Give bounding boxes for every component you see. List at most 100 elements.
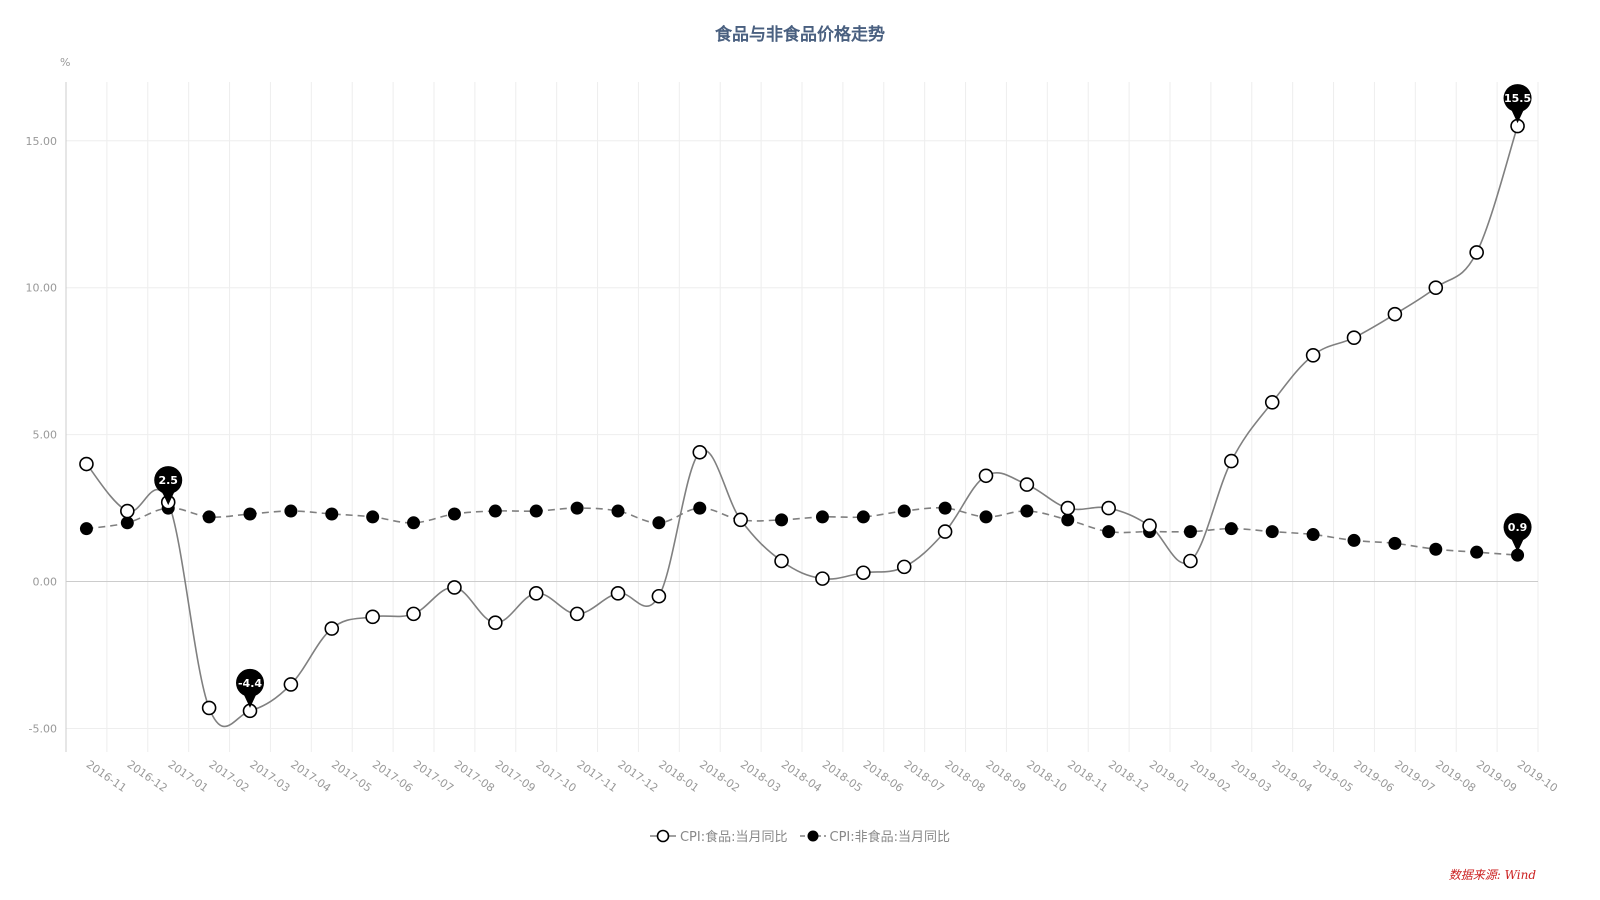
data-point-nonfood: [1224, 522, 1238, 536]
data-point-nonfood: [1061, 513, 1075, 527]
x-tick-label: 2017-08: [452, 758, 497, 795]
x-tick-label: 2018-08: [942, 758, 987, 795]
data-point-nonfood: [897, 504, 911, 518]
annotation-label: 15.5: [1504, 92, 1531, 105]
x-tick-label: 2018-09: [983, 758, 1028, 795]
x-tick-label: 2017-02: [206, 758, 251, 795]
x-tick-label: 2019-09: [1474, 758, 1519, 795]
data-point-nonfood: [611, 504, 625, 518]
x-tick-label: 2017-05: [329, 758, 374, 795]
annotation-label: -4.4: [238, 677, 262, 690]
data-point-food: [1142, 518, 1157, 534]
x-tick-label: 2016-12: [125, 758, 170, 795]
annotation-pin-tail: [1510, 537, 1525, 553]
data-point-food: [1060, 500, 1076, 516]
data-point-food: [365, 609, 380, 625]
data-point-nonfood: [366, 510, 380, 524]
y-tick-label: -5.00: [29, 722, 57, 735]
y-tick-label: 15.00: [26, 135, 58, 148]
data-point-nonfood: [1347, 533, 1361, 547]
x-tick-label: 2019-05: [1310, 758, 1355, 795]
data-point-nonfood: [856, 510, 870, 524]
data-point-nonfood: [815, 510, 829, 524]
x-tick-label: 2019-08: [1433, 758, 1478, 795]
x-tick-label: 2019-03: [1229, 758, 1274, 795]
y-axis-unit-label: %: [60, 56, 70, 69]
data-point-nonfood: [1183, 525, 1197, 539]
data-point-nonfood: [79, 522, 93, 536]
data-point-food: [815, 571, 830, 586]
annotation-layer: 2.5 -4.4 15.5 0.9: [154, 84, 1532, 708]
x-tick-label: 2018-03: [738, 758, 783, 795]
data-point-nonfood: [284, 504, 298, 518]
data-point-nonfood: [938, 501, 952, 515]
legend-item-food[interactable]: CPI:食品:当月同比: [649, 826, 788, 845]
grid-layer: [65, 82, 1539, 752]
data-point-food: [569, 606, 585, 622]
legend-item-nonfood[interactable]: CPI:非食品:当月同比: [799, 826, 950, 845]
data-point-food: [528, 586, 544, 601]
data-point-food: [1101, 500, 1116, 516]
data-point-food: [1305, 347, 1321, 363]
data-point-nonfood: [570, 501, 584, 515]
data-point-food: [1264, 395, 1280, 410]
data-point-nonfood: [979, 510, 993, 524]
x-tick-label: 2017-07: [411, 758, 456, 795]
x-tick-label: 2016-11: [84, 758, 129, 795]
data-point-food: [283, 677, 299, 692]
data-point-nonfood: [1020, 504, 1034, 518]
x-tick-label: 2017-03: [247, 758, 292, 795]
x-tick-label: 2019-06: [1351, 758, 1396, 795]
data-point-nonfood: [652, 516, 666, 530]
data-point-food: [120, 503, 135, 519]
annotation-pin: [1503, 513, 1532, 542]
data-point-food: [856, 565, 871, 581]
data-point-food: [896, 559, 912, 575]
x-tick-label: 2018-05: [820, 758, 865, 795]
data-point-nonfood: [447, 507, 461, 521]
x-tick-label: 2017-04: [288, 758, 333, 795]
x-tick-label: 2018-11: [1065, 758, 1110, 795]
data-point-food: [447, 580, 462, 595]
data-point-nonfood: [1470, 545, 1484, 559]
y-tick-label: 5.00: [33, 429, 58, 442]
legend: CPI:食品:当月同比 CPI:非食品:当月同比: [0, 826, 1600, 845]
annotation-pin-tail: [243, 692, 257, 708]
x-tick-label: 2018-10: [1024, 758, 1069, 795]
source-note: 数据来源: Wind: [1448, 868, 1536, 882]
annotation-pin: [1503, 84, 1532, 113]
x-tick-label: 2019-10: [1515, 758, 1560, 795]
chart-title: 食品与非食品价格走势: [715, 25, 885, 45]
data-point-food: [1469, 245, 1484, 260]
x-tick-label: 2018-04: [779, 758, 824, 795]
annotation-label: 2.5: [158, 474, 178, 487]
data-point-nonfood: [693, 501, 707, 515]
y-tick-label: 0.00: [33, 576, 58, 589]
x-tick-label: 2018-12: [1106, 758, 1151, 795]
data-point-food: [1387, 306, 1403, 322]
x-tick-label: 2019-01: [1147, 758, 1192, 795]
data-point-nonfood: [325, 507, 339, 521]
x-tick-label: 2017-01: [166, 758, 211, 795]
data-point-food: [1019, 477, 1035, 492]
data-point-nonfood: [488, 504, 502, 518]
data-point-food: [610, 586, 626, 601]
data-point-food: [1224, 453, 1239, 469]
data-point-food: [324, 621, 340, 636]
data-point-nonfood: [1265, 525, 1279, 539]
data-point-food: [692, 444, 708, 460]
annotation-pin-tail: [161, 490, 176, 506]
filled-circle-marker-icon: [799, 830, 826, 841]
data-point-food: [733, 512, 748, 528]
x-tick-label: 2017-11: [574, 758, 619, 795]
data-point-nonfood: [1306, 528, 1320, 542]
x-tick-label: 2018-07: [902, 758, 947, 795]
data-point-nonfood: [120, 516, 134, 530]
data-point-food: [1183, 553, 1198, 569]
data-point-nonfood: [407, 516, 421, 530]
x-tick-label: 2018-02: [697, 758, 742, 795]
data-point-food: [406, 606, 421, 622]
data-point-food: [488, 615, 503, 631]
annotation-pin-tail: [1510, 108, 1525, 124]
